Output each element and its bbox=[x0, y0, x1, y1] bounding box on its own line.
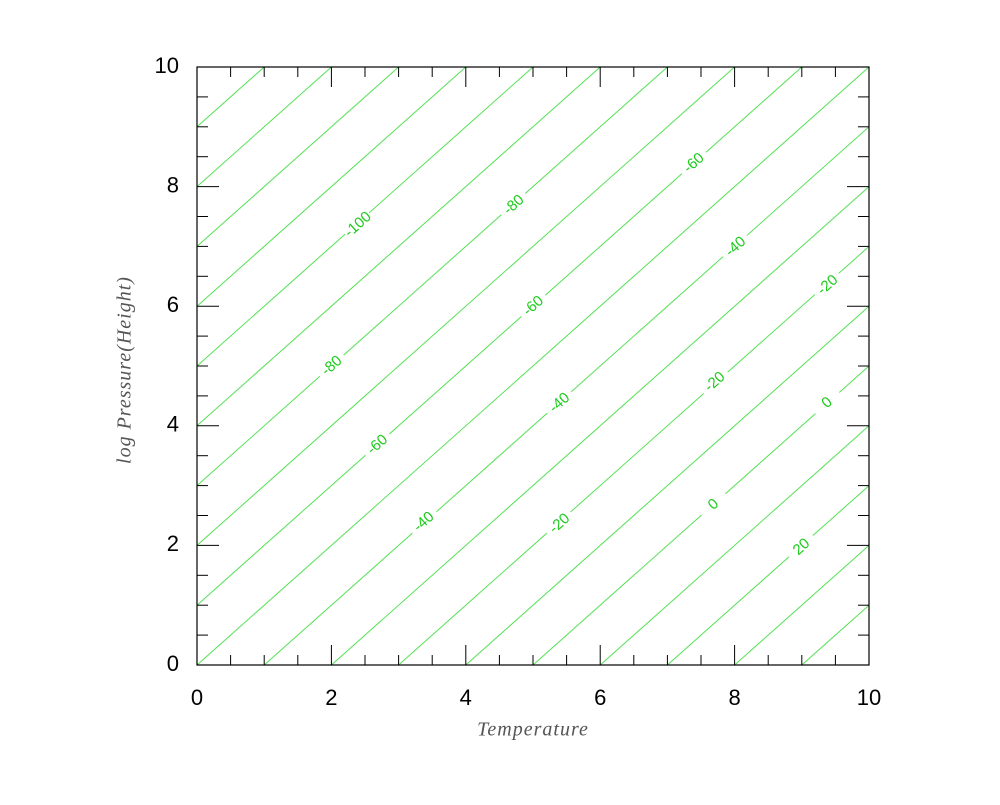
label-background bbox=[406, 504, 443, 540]
y-axis-title: log Pressure(Height) bbox=[114, 276, 136, 464]
label-background bbox=[515, 288, 552, 324]
label-background bbox=[809, 385, 846, 421]
label-background bbox=[496, 187, 533, 223]
y-tick-label: 8 bbox=[167, 172, 179, 197]
isoline bbox=[196, 66, 601, 427]
label-background bbox=[718, 229, 754, 265]
isoline bbox=[196, 66, 332, 187]
x-tick-label: 2 bbox=[325, 685, 337, 710]
isoline bbox=[196, 66, 668, 486]
label-background bbox=[810, 267, 846, 303]
isoline bbox=[196, 66, 265, 128]
x-tick-label: 4 bbox=[460, 685, 472, 710]
isoline bbox=[196, 66, 399, 247]
label-background bbox=[697, 364, 734, 400]
isoline bbox=[667, 485, 870, 666]
y-tick-label: 4 bbox=[167, 412, 179, 437]
label-background bbox=[783, 529, 820, 565]
x-tick-label: 10 bbox=[857, 685, 881, 710]
label-background bbox=[359, 427, 396, 463]
y-tick-label: 6 bbox=[167, 292, 179, 317]
x-axis-title: Temperature bbox=[477, 719, 589, 741]
isoline bbox=[532, 365, 870, 666]
x-tick-label: 0 bbox=[191, 685, 203, 710]
isoline bbox=[801, 604, 870, 666]
label-background bbox=[695, 487, 732, 523]
label-background bbox=[676, 145, 713, 181]
y-tick-label: 0 bbox=[167, 651, 179, 676]
isoline bbox=[398, 246, 870, 666]
x-tick-label: 8 bbox=[728, 685, 740, 710]
isoline bbox=[196, 66, 467, 307]
y-tick-label: 2 bbox=[167, 531, 179, 556]
isoline bbox=[196, 66, 803, 606]
y-tick-label: 10 bbox=[155, 53, 179, 78]
isoline bbox=[331, 186, 870, 666]
label-background bbox=[340, 207, 377, 243]
isoline bbox=[599, 425, 870, 666]
isoline bbox=[196, 66, 735, 546]
label-background bbox=[541, 506, 578, 542]
isoline bbox=[196, 66, 870, 666]
label-background bbox=[541, 385, 578, 421]
isoline bbox=[734, 545, 870, 666]
isoline bbox=[465, 305, 870, 666]
x-tick-label: 6 bbox=[594, 685, 606, 710]
label-background bbox=[314, 348, 351, 384]
